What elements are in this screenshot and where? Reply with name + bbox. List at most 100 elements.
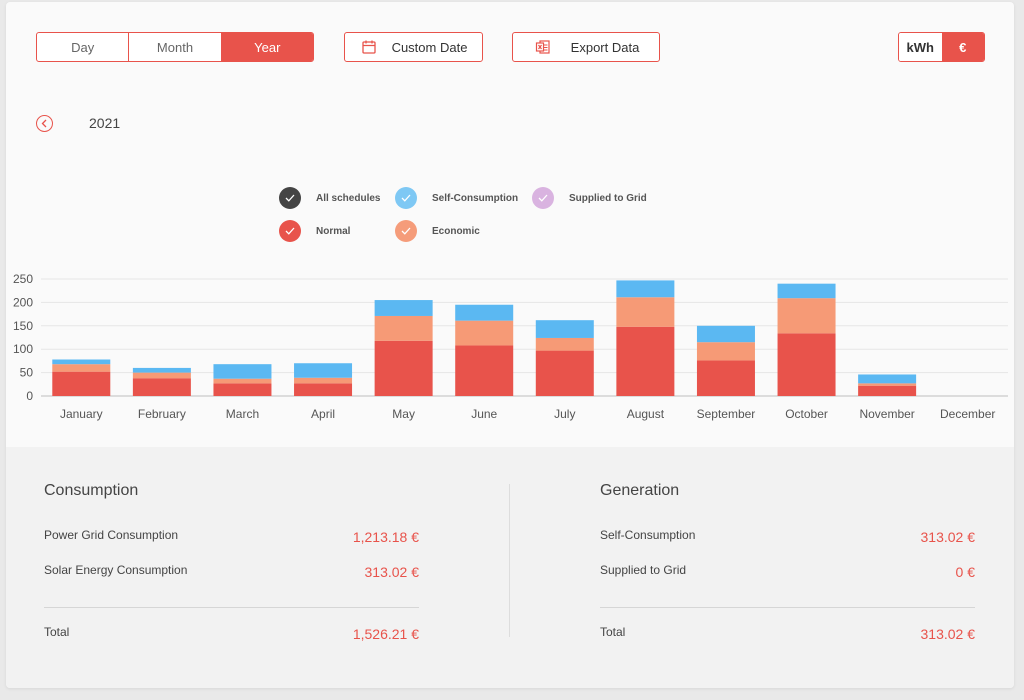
unit-euro[interactable]: €: [941, 33, 984, 61]
bar-economic-march: [213, 378, 272, 384]
export-data-button[interactable]: Export Data: [512, 32, 660, 62]
bar-normal-april: [294, 383, 353, 396]
bar-economic-june: [455, 320, 514, 346]
section-divider: [509, 484, 510, 637]
supplied-to-grid-value: 0 €: [955, 564, 975, 580]
check-icon: [395, 187, 417, 209]
tab-day[interactable]: Day: [71, 39, 95, 55]
tab-month[interactable]: Month: [128, 33, 220, 61]
bar-economic-april: [294, 377, 353, 384]
bar-self-consumption-august: [616, 280, 675, 298]
bar-self-consumption-january: [52, 359, 111, 365]
legend-label: Self-Consumption: [432, 192, 519, 204]
bar-self-consumption-november: [858, 374, 917, 384]
custom-date-label: Custom Date: [391, 39, 468, 55]
x-tick-label: May: [392, 407, 415, 421]
power-grid-consumption-label: Power Grid Consumption: [44, 528, 179, 542]
legend-label: Normal: [316, 225, 351, 237]
x-tick-label: July: [554, 407, 575, 421]
power-grid-consumption-value: 1,213.18 €: [352, 529, 419, 545]
check-icon: [395, 220, 417, 242]
check-icon: [279, 220, 301, 242]
self-consumption-label: Self-Consumption: [600, 528, 696, 542]
bar-normal-march: [213, 383, 272, 396]
previous-year-button[interactable]: [36, 115, 53, 132]
bar-economic-august: [616, 297, 675, 327]
bar-normal-february: [132, 378, 191, 396]
bar-self-consumption-march: [213, 364, 272, 379]
x-tick-label: February: [138, 407, 186, 421]
bar-normal-may: [374, 340, 433, 396]
x-tick-label: March: [226, 407, 259, 421]
generation-total-value: 313.02 €: [920, 626, 976, 642]
y-tick-label: 200: [13, 295, 33, 309]
bar-self-consumption-june: [455, 304, 514, 321]
generation-title: Generation: [600, 482, 680, 499]
bar-self-consumption-october: [777, 283, 836, 299]
self-consumption-value: 313.02 €: [920, 529, 976, 545]
check-icon: [279, 187, 301, 209]
legend-economic[interactable]: Economic: [395, 220, 480, 242]
legend-self-consumption[interactable]: Self-Consumption: [395, 187, 518, 209]
selected-year: 2021: [89, 115, 121, 131]
legend-normal[interactable]: Normal: [279, 220, 350, 242]
main-card: Day Month Year Custom Date Export Data k…: [6, 2, 1014, 688]
period-selector: Day Month Year: [36, 32, 314, 62]
bar-self-consumption-april: [294, 363, 353, 378]
x-tick-label: August: [627, 407, 665, 421]
bar-normal-january: [52, 371, 111, 396]
x-tick-label: January: [60, 407, 103, 421]
consumption-total-label: Total: [44, 625, 70, 639]
bar-normal-november: [858, 385, 917, 396]
check-icon: [532, 187, 554, 209]
calendar-icon: [361, 39, 377, 55]
x-tick-label: September: [697, 407, 756, 421]
x-tick-label: June: [471, 407, 497, 421]
legend-label: All schedules: [316, 192, 381, 204]
bar-self-consumption-february: [132, 367, 191, 373]
bar-self-consumption-september: [696, 325, 755, 343]
x-tick-label: December: [940, 407, 995, 421]
chevron-left-icon: [40, 115, 49, 133]
bar-economic-february: [132, 372, 191, 379]
bar-economic-may: [374, 315, 433, 341]
legend-label: Economic: [432, 225, 480, 237]
generation-total-label: Total: [600, 625, 626, 639]
export-data-label: Export Data: [570, 39, 640, 55]
excel-file-icon: [535, 39, 551, 55]
consumption-total-value: 1,526.21 €: [352, 626, 419, 642]
consumption-title: Consumption: [44, 482, 139, 499]
bar-self-consumption-july: [535, 320, 594, 338]
bar-economic-october: [777, 298, 836, 334]
solar-energy-consumption-value: 313.02 €: [364, 564, 420, 580]
legend-label: Supplied to Grid: [569, 192, 647, 204]
bar-economic-november: [858, 383, 917, 386]
tab-year[interactable]: Year: [220, 33, 313, 61]
bar-normal-july: [535, 350, 594, 396]
legend-all-schedules[interactable]: All schedules: [279, 187, 380, 209]
bar-normal-september: [696, 360, 755, 396]
x-tick-label: April: [311, 407, 335, 421]
x-tick-label: October: [785, 407, 828, 421]
x-tick-label: November: [859, 407, 914, 421]
bar-normal-august: [616, 326, 675, 396]
bar-normal-june: [455, 345, 514, 396]
bar-economic-july: [535, 337, 594, 351]
legend-supplied-to-grid[interactable]: Supplied to Grid: [532, 187, 647, 209]
y-tick-label: 150: [13, 319, 33, 333]
bar-normal-october: [777, 333, 836, 396]
y-tick-label: 100: [13, 342, 33, 356]
bar-economic-september: [696, 342, 755, 361]
supplied-to-grid-label: Supplied to Grid: [600, 563, 687, 577]
bar-self-consumption-may: [374, 300, 433, 316]
bar-economic-january: [52, 364, 111, 372]
summary-panel: [6, 447, 1014, 688]
consumption-divider: [44, 607, 419, 608]
y-tick-label: 50: [20, 366, 34, 380]
monthly-bar-chart: 0 50 100 150 200 250 January February March April…: [13, 272, 1008, 421]
unit-toggle: kWh €: [898, 32, 985, 62]
solar-energy-consumption-label: Solar Energy Consumption: [44, 563, 188, 577]
y-tick-label: 250: [13, 272, 33, 286]
unit-kwh[interactable]: kWh: [899, 33, 942, 61]
custom-date-button[interactable]: Custom Date: [344, 32, 483, 62]
